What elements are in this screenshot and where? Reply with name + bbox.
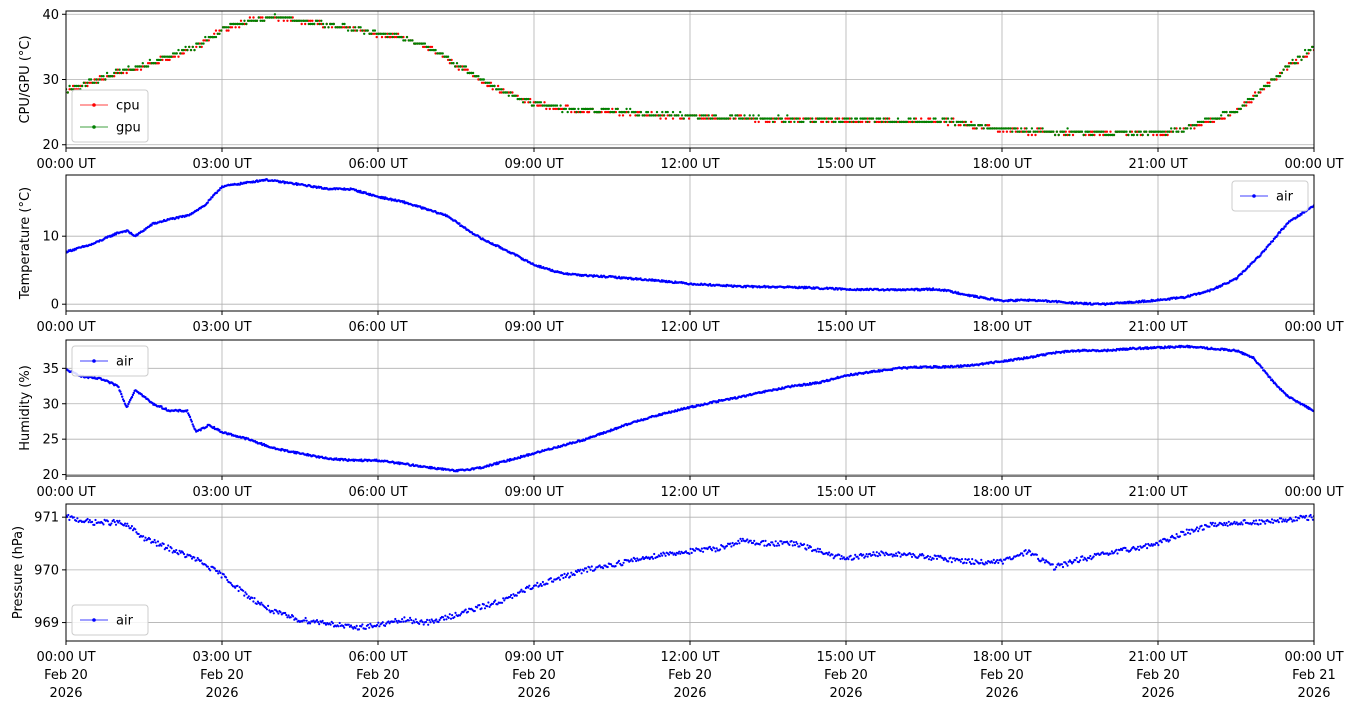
x-tick-label: 03:00 UT	[192, 485, 251, 500]
x-tick-label: 09:00 UT	[504, 157, 563, 172]
legend-marker-cpu	[92, 103, 96, 107]
x-tick-date: Feb 20	[44, 668, 88, 683]
legend-label-gpu: gpu	[116, 121, 141, 136]
x-tick-year: 2026	[985, 686, 1018, 701]
y-tick-label: 20	[42, 138, 59, 153]
x-tick-date: Feb 20	[668, 668, 712, 683]
y-tick-label: 969	[34, 616, 59, 631]
legend-box	[71, 89, 149, 143]
x-tick-label: 15:00 UT	[816, 650, 875, 665]
panel-1: 20 30 40 00:00 UT 03:00 UT 06:00 UT 09:00 UT 12…	[18, 8, 1344, 172]
legend-marker-air	[92, 618, 96, 622]
legend: air	[1231, 180, 1309, 212]
x-tick-label: 12:00 UT	[660, 157, 719, 172]
y-tick-label: 35	[42, 362, 59, 377]
x-tick-year: 2026	[1141, 686, 1174, 701]
x-tick-label: 00:00 UT	[36, 650, 95, 665]
y-tick-label: 30	[42, 73, 59, 88]
x-tick-label: 06:00 UT	[348, 650, 407, 665]
x-tick-year: 2026	[829, 686, 862, 701]
x-tick-date: Feb 20	[200, 668, 244, 683]
legend-marker-air	[92, 359, 96, 363]
x-tick-label: 18:00 UT	[972, 320, 1031, 335]
legend: air	[71, 604, 149, 636]
y-axis-label: CPU/GPU (°C)	[18, 35, 33, 123]
y-tick-label: 40	[42, 8, 59, 23]
x-tick-year: 2026	[1297, 686, 1330, 701]
y-tick-label: 970	[34, 563, 59, 578]
x-tick-label: 12:00 UT	[660, 650, 719, 665]
x-tick-label: 06:00 UT	[348, 320, 407, 335]
legend-label-air: air	[1276, 190, 1294, 205]
x-tick-label: 18:00 UT	[972, 650, 1031, 665]
x-tick-label: 00:00 UT	[36, 485, 95, 500]
x-tick-year: 2026	[517, 686, 550, 701]
x-tick-label: 18:00 UT	[972, 485, 1031, 500]
x-tick-label: 18:00 UT	[972, 157, 1031, 172]
x-tick-label: 21:00 UT	[1128, 650, 1187, 665]
legend: cpu gpu	[71, 89, 149, 143]
x-tick-label: 15:00 UT	[816, 485, 875, 500]
x-tick-label: 00:00 UT	[1284, 650, 1343, 665]
x-tick-label: 03:00 UT	[192, 650, 251, 665]
panel-4: 969 970 971 00:00 UT Feb 20 2026 03:00 UT Feb 2…	[11, 503, 1344, 701]
legend: air	[71, 345, 149, 377]
legend-label-cpu: cpu	[116, 99, 140, 114]
x-tick-label: 00:00 UT	[36, 320, 95, 335]
y-tick-label: 30	[42, 397, 59, 412]
x-tick-label: 09:00 UT	[504, 320, 563, 335]
x-tick-label: 09:00 UT	[504, 650, 563, 665]
legend-label-air: air	[116, 355, 134, 370]
x-tick-date: Feb 20	[824, 668, 868, 683]
y-tick-label: 20	[42, 468, 59, 483]
x-tick-label: 12:00 UT	[660, 485, 719, 500]
x-tick-label: 00:00 UT	[36, 157, 95, 172]
x-tick-date: Feb 21	[1292, 668, 1336, 683]
legend-marker-air	[1252, 194, 1256, 198]
x-tick-year: 2026	[205, 686, 238, 701]
x-tick-year: 2026	[673, 686, 706, 701]
x-tick-date: Feb 20	[512, 668, 556, 683]
legend-box	[71, 604, 149, 636]
legend-box	[71, 345, 149, 377]
x-tick-label: 03:00 UT	[192, 157, 251, 172]
y-axis-label: Pressure (hPa)	[11, 526, 26, 619]
x-tick-label: 06:00 UT	[348, 157, 407, 172]
x-tick-label: 00:00 UT	[1284, 320, 1343, 335]
legend-box	[1231, 180, 1309, 212]
x-tick-label: 09:00 UT	[504, 485, 563, 500]
x-tick-label: 12:00 UT	[660, 320, 719, 335]
legend-label-air: air	[116, 614, 134, 629]
x-tick-date: Feb 20	[980, 668, 1024, 683]
x-tick-date: Feb 20	[1136, 668, 1180, 683]
x-tick-label: 06:00 UT	[348, 485, 407, 500]
x-tick-label: 00:00 UT	[1284, 485, 1343, 500]
x-tick-label: 21:00 UT	[1128, 157, 1187, 172]
panel-2: 0 10 00:00 UT 03:00 UT 06:00 UT 09:00 UT 12:00…	[18, 174, 1344, 335]
y-tick-label: 0	[51, 298, 59, 313]
x-tick-label: 00:00 UT	[1284, 157, 1343, 172]
panel-3: 20 25 30 35 00:00 UT 03:00 UT 06:00 UT 09:00 UT…	[18, 339, 1344, 500]
y-tick-label: 10	[42, 230, 59, 245]
y-axis-label: Temperature (°C)	[18, 187, 33, 300]
x-tick-label: 21:00 UT	[1128, 320, 1187, 335]
legend-marker-gpu	[92, 125, 96, 129]
x-tick-year: 2026	[361, 686, 394, 701]
x-tick-label: 21:00 UT	[1128, 485, 1187, 500]
x-tick-label: 03:00 UT	[192, 320, 251, 335]
y-tick-label: 971	[34, 511, 59, 526]
y-axis-label: Humidity (%)	[18, 365, 33, 451]
x-tick-label: 15:00 UT	[816, 157, 875, 172]
y-tick-label: 25	[42, 433, 59, 448]
x-tick-date: Feb 20	[356, 668, 400, 683]
x-tick-year: 2026	[49, 686, 82, 701]
x-tick-label: 15:00 UT	[816, 320, 875, 335]
